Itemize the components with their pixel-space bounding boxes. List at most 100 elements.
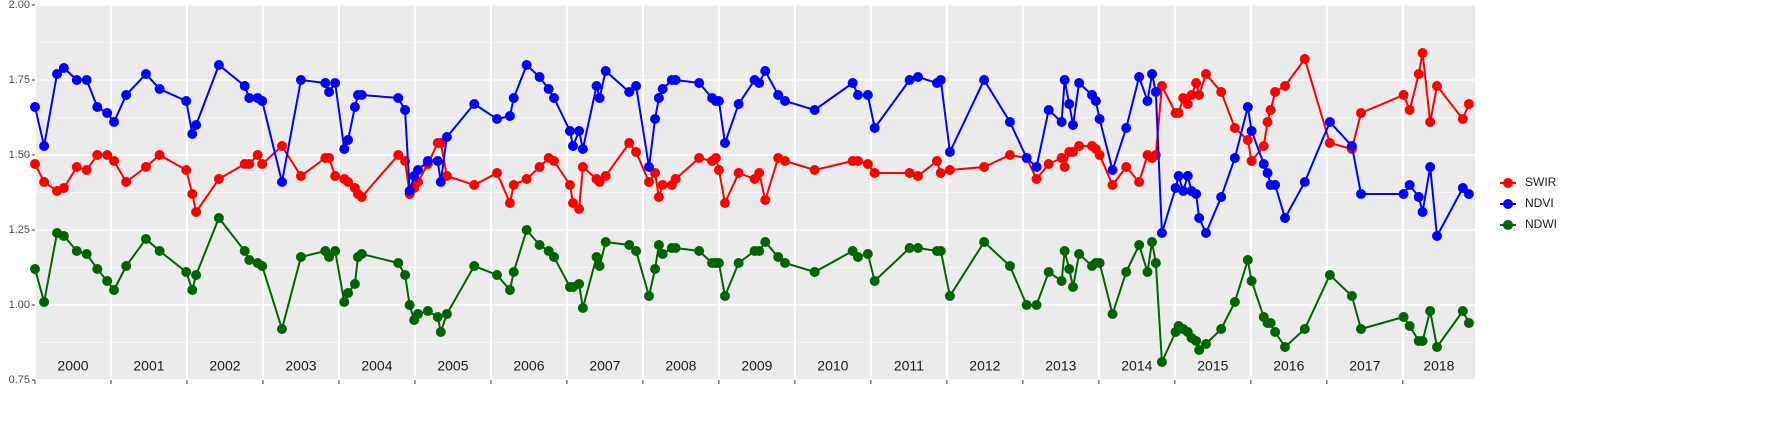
data-point [1004, 117, 1015, 127]
data-point [1356, 324, 1367, 334]
data-point [1216, 324, 1227, 334]
data-point [1229, 123, 1240, 133]
axes: 0.75 1.00 1.25 1.50 1.75 2.00 2000 2001 2002 2003… [9, 0, 1455, 386]
data-point [400, 270, 411, 280]
data-point [244, 93, 255, 103]
data-point [422, 306, 433, 316]
data-point [257, 261, 268, 271]
data-point [574, 279, 585, 289]
data-point [713, 258, 724, 268]
data-point [1056, 117, 1067, 127]
data-point [393, 258, 404, 268]
data-point [650, 168, 661, 178]
data-point [670, 174, 681, 184]
data-point [213, 60, 224, 70]
data-point [469, 180, 480, 190]
data-point [1404, 105, 1415, 115]
data-point [657, 180, 668, 190]
data-point [1299, 177, 1310, 187]
data-point [1147, 69, 1158, 79]
year-label: 2001 [133, 358, 164, 374]
data-point [1031, 162, 1042, 172]
data-point [1056, 153, 1067, 163]
data-point [1270, 327, 1281, 337]
year-label: 2014 [1121, 358, 1152, 374]
data-point [935, 75, 946, 85]
data-point [521, 60, 532, 70]
data-point [1299, 54, 1310, 64]
data-point [760, 195, 771, 205]
data-point [1246, 156, 1257, 166]
data-point [324, 87, 335, 97]
data-point [1246, 276, 1257, 286]
data-point [109, 117, 120, 127]
data-point [543, 84, 554, 94]
data-point [393, 93, 404, 103]
data-point [404, 186, 415, 196]
data-point [1463, 189, 1474, 199]
data-point [577, 144, 588, 154]
data-point [1457, 306, 1468, 316]
data-point [564, 180, 575, 190]
data-point [1270, 87, 1281, 97]
data-point [600, 171, 611, 181]
data-point [244, 159, 255, 169]
data-point [71, 162, 82, 172]
data-point [412, 165, 423, 175]
data-point [191, 207, 202, 217]
y-tick-label: 1.00 [9, 299, 30, 311]
year-label: 2012 [969, 358, 1000, 374]
data-point [239, 246, 250, 256]
data-point [773, 90, 784, 100]
data-point [1094, 114, 1105, 124]
data-point [549, 156, 560, 166]
data-point [1194, 213, 1205, 223]
data-point [1280, 81, 1291, 91]
data-point [1398, 90, 1409, 100]
data-point [320, 78, 331, 88]
data-point [1356, 189, 1367, 199]
data-point [568, 198, 579, 208]
data-point [657, 84, 668, 94]
data-point [339, 297, 350, 307]
data-point [650, 264, 661, 274]
data-point [534, 240, 545, 250]
data-point [935, 246, 946, 256]
data-point [549, 93, 560, 103]
data-point [1200, 339, 1211, 349]
data-point [754, 168, 765, 178]
data-point [492, 270, 503, 280]
data-point [1299, 324, 1310, 334]
data-point [1324, 270, 1335, 280]
data-point [904, 243, 915, 253]
data-point [102, 108, 113, 118]
data-point [931, 156, 942, 166]
data-point [1173, 108, 1184, 118]
data-point [58, 231, 69, 241]
data-point [244, 255, 255, 265]
data-point [574, 204, 585, 214]
data-point [71, 246, 82, 256]
data-point [549, 252, 560, 262]
year-label: 2003 [285, 358, 316, 374]
data-point [1107, 309, 1118, 319]
data-point [564, 126, 575, 136]
legend-swatch [1503, 178, 1513, 188]
data-point [109, 156, 120, 166]
data-point [508, 93, 519, 103]
data-point [521, 225, 532, 235]
data-point [719, 291, 730, 301]
data-point [441, 132, 452, 142]
data-point [1346, 291, 1357, 301]
data-point [653, 240, 664, 250]
data-point [412, 309, 423, 319]
data-point [324, 252, 335, 262]
data-point [154, 246, 165, 256]
data-point [809, 165, 820, 175]
data-point [1425, 306, 1436, 316]
year-label: 2008 [665, 358, 696, 374]
data-point [1229, 153, 1240, 163]
data-point [862, 159, 873, 169]
data-point [624, 138, 635, 148]
data-point [504, 285, 515, 295]
